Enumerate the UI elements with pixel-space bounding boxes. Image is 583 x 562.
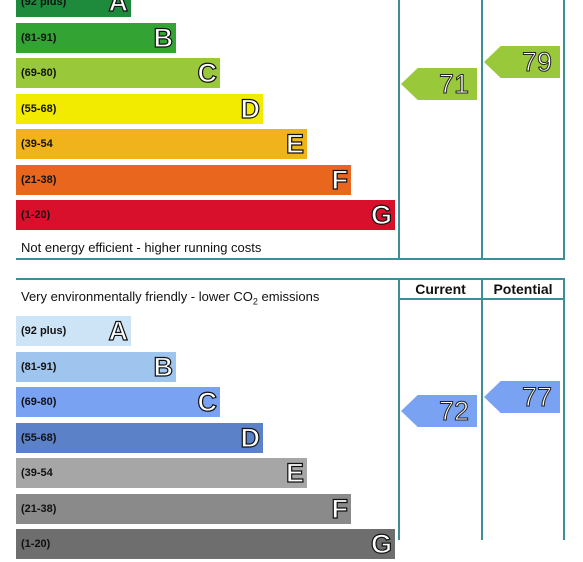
energy-bottom-rule xyxy=(16,258,565,260)
environment-top-note-suffix: emissions xyxy=(257,289,320,304)
environment-band-f: (21-38) F xyxy=(16,493,351,524)
energy-divider-left xyxy=(398,0,400,259)
environment-band-d: (55-68) D xyxy=(16,422,263,453)
environment-band-letter: D xyxy=(240,422,261,453)
energy-band-letter: D xyxy=(240,93,261,124)
environment-potential-value: 77 xyxy=(521,382,552,413)
environment-current-rating: 72 xyxy=(401,395,477,427)
energy-current-rating: 71 xyxy=(401,68,477,100)
energy-band-g: (1-20) G xyxy=(16,199,395,231)
energy-band-range: (69-80) xyxy=(21,67,57,79)
environment-band-range: (1-20) xyxy=(21,538,51,550)
energy-band-letter: A xyxy=(108,0,129,18)
environment-band-c: (69-80) C xyxy=(16,386,220,418)
environment-band-a: (92 plus) A xyxy=(16,315,131,347)
energy-band-e: (39-54 E xyxy=(16,128,307,160)
energy-band-letter: G xyxy=(370,199,392,230)
energy-band-letter: B xyxy=(153,22,174,53)
energy-band-a: (92 plus) A xyxy=(16,0,131,18)
header-current: Current xyxy=(415,281,466,297)
environment-band-g: (1-20) G xyxy=(16,528,395,560)
environment-top-note-prefix: Very environmentally friendly - lower CO xyxy=(21,289,253,304)
energy-band-letter: C xyxy=(197,57,218,88)
energy-band-range: (21-38) xyxy=(21,173,57,186)
environment-band-letter: B xyxy=(153,351,174,382)
energy-band-range: (55-68) xyxy=(21,102,57,115)
energy-band-c: (69-80) C xyxy=(16,57,220,89)
environment-band-letter: A xyxy=(108,315,129,346)
environment-divider-right xyxy=(563,278,565,540)
environment-band-b: (81-91) B xyxy=(16,351,176,382)
environment-divider-left xyxy=(398,278,400,540)
environment-band-range: (21-38) xyxy=(21,502,57,515)
energy-band-range: (39-54 xyxy=(21,138,53,150)
energy-divider-middle xyxy=(481,0,483,259)
environment-current-value: 72 xyxy=(438,396,469,427)
energy-bottom-note: Not energy efficient - higher running co… xyxy=(21,240,262,255)
environment-band-letter: C xyxy=(197,386,218,417)
energy-divider-right xyxy=(563,0,565,259)
environment-potential-rating: 77 xyxy=(484,381,560,413)
energy-current-value: 71 xyxy=(438,69,469,100)
energy-potential-value: 79 xyxy=(521,47,552,78)
environment-band-letter: F xyxy=(331,493,349,524)
environment-band-letter: E xyxy=(285,457,304,488)
energy-band-f: (21-38) F xyxy=(16,164,351,195)
environment-band-range: (55-68) xyxy=(21,431,57,444)
energy-band-range: (92 plus) xyxy=(21,0,67,8)
environment-top-note: Very environmentally friendly - lower CO… xyxy=(21,289,319,307)
header-potential: Potential xyxy=(493,281,553,297)
environment-top-rule xyxy=(16,278,565,280)
environment-header-rule xyxy=(400,298,565,300)
environment-band-range: (81-91) xyxy=(21,360,57,373)
environment-divider-middle xyxy=(481,278,483,540)
energy-potential-rating: 79 xyxy=(484,46,560,78)
environment-band-letter: G xyxy=(370,528,392,559)
environment-band-range: (92 plus) xyxy=(21,325,67,337)
environment-band-e: (39-54 E xyxy=(16,457,307,489)
energy-band-range: (81-91) xyxy=(21,31,57,44)
energy-band-letter: F xyxy=(331,164,349,195)
energy-band-range: (1-20) xyxy=(21,209,51,221)
environment-band-range: (39-54 xyxy=(21,467,53,479)
energy-band-b: (81-91) B xyxy=(16,22,176,53)
energy-band-letter: E xyxy=(285,128,304,159)
energy-band-d: (55-68) D xyxy=(16,93,263,124)
environment-band-range: (69-80) xyxy=(21,396,57,408)
environment-top-note-subscript: 2 xyxy=(252,296,258,307)
